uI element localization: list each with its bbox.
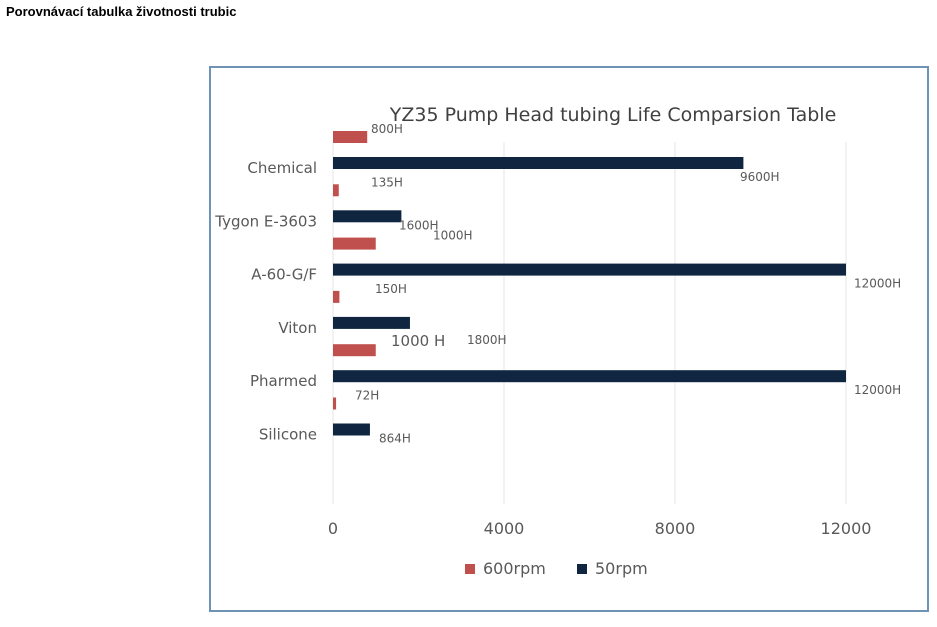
bar-50rpm-a-60-g-f bbox=[333, 263, 846, 276]
category-label: Tygon E-3603 bbox=[214, 212, 317, 230]
chart-title: YZ35 Pump Head tubing Life Comparsion Ta… bbox=[389, 104, 837, 126]
category-label: Silicone bbox=[259, 426, 317, 444]
data-label-600rpm: 1000H bbox=[433, 229, 473, 243]
legend-label-50rpm: 50rpm bbox=[595, 559, 648, 578]
data-label-50rpm: 1800H bbox=[467, 333, 507, 347]
x-tick-label: 12000 bbox=[821, 519, 872, 538]
bar-50rpm-silicone bbox=[333, 423, 370, 436]
chart: YZ35 Pump Head tubing Life Comparsion Ta… bbox=[214, 104, 901, 578]
data-label-600rpm: 1000 H bbox=[391, 332, 445, 350]
bar-50rpm-viton bbox=[333, 316, 410, 329]
page-heading: Porovnávací tabulka životnosti trubic bbox=[6, 4, 237, 19]
data-label-600rpm: 800H bbox=[371, 122, 403, 136]
bar-600rpm-chemical bbox=[333, 131, 368, 143]
data-label-50rpm: 12000H bbox=[854, 383, 901, 397]
bar-600rpm-tygon-e-3603 bbox=[333, 184, 339, 197]
data-label-50rpm: 1600H bbox=[399, 218, 439, 232]
category-label: A-60-G/F bbox=[251, 266, 317, 284]
data-label-600rpm: 150H bbox=[375, 282, 407, 296]
data-label-600rpm: 72H bbox=[355, 389, 379, 403]
x-tick-label: 4000 bbox=[484, 519, 525, 538]
bar-50rpm-pharmed bbox=[333, 370, 846, 383]
bar-50rpm-chemical bbox=[333, 157, 744, 169]
bar-600rpm-viton bbox=[333, 290, 340, 303]
data-label-50rpm: 9600H bbox=[740, 170, 780, 184]
data-label-50rpm: 864H bbox=[379, 432, 411, 446]
data-label-600rpm: 135H bbox=[371, 175, 403, 189]
bar-600rpm-pharmed bbox=[333, 344, 376, 357]
bar-600rpm-silicone bbox=[333, 397, 337, 410]
data-label-50rpm: 12000H bbox=[854, 277, 901, 291]
category-label: Pharmed bbox=[250, 372, 317, 390]
chart-frame: YZ35 Pump Head tubing Life Comparsion Ta… bbox=[209, 66, 929, 612]
bar-600rpm-a-60-g-f bbox=[333, 237, 376, 250]
category-label: Chemical bbox=[247, 159, 317, 177]
legend-label-600rpm: 600rpm bbox=[483, 559, 546, 578]
category-label: Viton bbox=[278, 319, 317, 337]
legend-swatch-50rpm bbox=[577, 564, 587, 574]
x-tick-label: 8000 bbox=[655, 519, 696, 538]
x-tick-label: 0 bbox=[328, 519, 338, 538]
bar-50rpm-tygon-e-3603 bbox=[333, 210, 402, 223]
legend-swatch-600rpm bbox=[465, 564, 475, 574]
